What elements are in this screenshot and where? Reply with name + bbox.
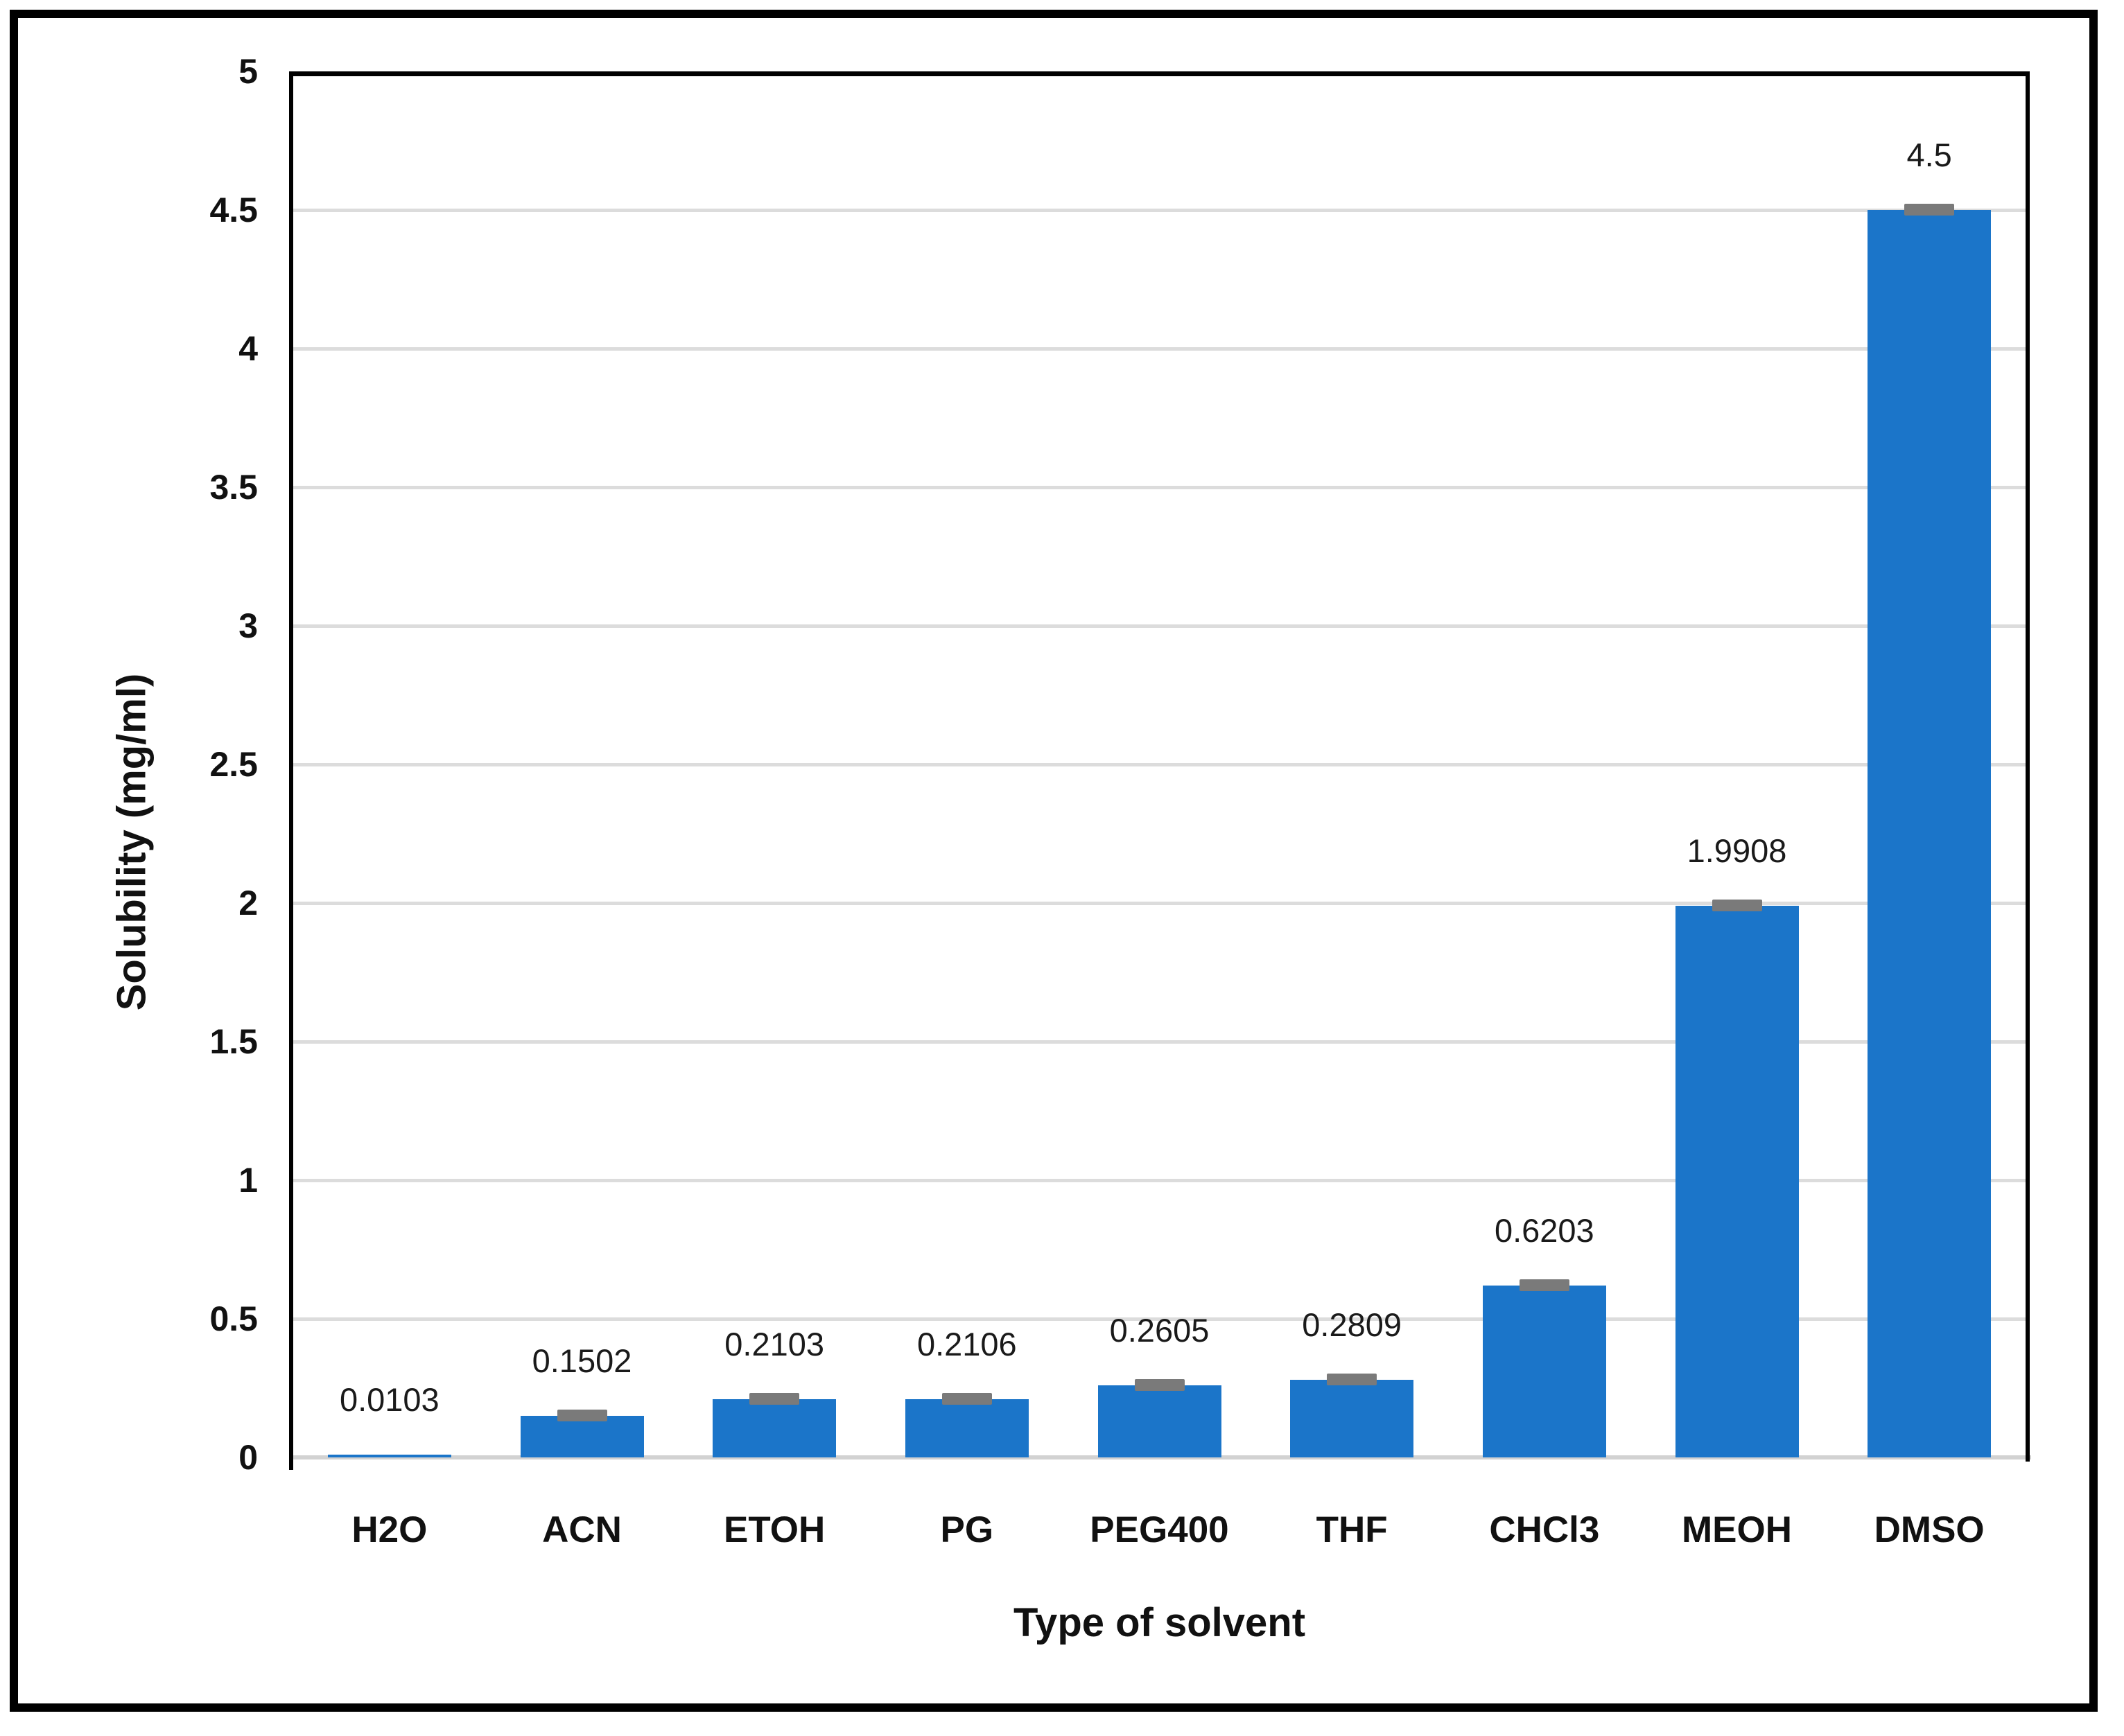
bar-value-label: 4.5 (1906, 137, 1952, 173)
category-label: DMSO (1874, 1509, 1985, 1550)
y-tick-label: 2 (238, 884, 258, 922)
gridline (293, 763, 2026, 766)
bar (1290, 1379, 1414, 1457)
bar (1482, 1285, 1606, 1457)
bar-value-label: 0.0103 (339, 1380, 439, 1418)
bar-value-label: 0.2605 (1109, 1311, 1210, 1349)
gridline (293, 1179, 2026, 1182)
bar-value-label: 1.9908 (1687, 832, 1787, 869)
bar (905, 1399, 1029, 1457)
y-tick-label: 0 (238, 1438, 258, 1477)
error-cap (1327, 1373, 1377, 1385)
bar (1868, 210, 1992, 1457)
category-label: PEG400 (1090, 1509, 1229, 1550)
y-tick-label: 1 (238, 1161, 258, 1200)
y-tick-label: 3 (238, 606, 258, 645)
gridline (293, 1317, 2026, 1321)
bar-value-label: 0.6203 (1494, 1211, 1594, 1249)
plot-border-left (289, 71, 293, 1470)
y-axis-title: Solubility (mg/ml) (109, 673, 155, 1011)
gridline (293, 209, 2026, 212)
category-label: ETOH (724, 1509, 826, 1550)
category-label: H2O (351, 1509, 428, 1550)
plot-border-right (2026, 71, 2030, 1462)
bar-value-label: 0.2809 (1302, 1306, 1402, 1343)
error-cap (1712, 899, 1762, 911)
plot-border-top (289, 71, 2030, 76)
bar (1097, 1385, 1221, 1457)
y-tick-label: 2.5 (209, 745, 258, 784)
category-label: PG (940, 1509, 994, 1550)
error-cap (1904, 204, 1955, 216)
error-cap (557, 1409, 607, 1421)
bar-value-label: 0.1502 (532, 1342, 632, 1379)
category-label: CHCl3 (1489, 1509, 1600, 1550)
bar (713, 1399, 837, 1457)
gridline (293, 1040, 2026, 1044)
gridline (293, 902, 2026, 905)
gridline (293, 624, 2026, 628)
category-label: MEOH (1681, 1509, 1792, 1550)
y-tick-label: 4.5 (209, 191, 258, 229)
error-cap (749, 1392, 800, 1405)
bar (327, 1454, 451, 1457)
error-cap (1519, 1279, 1569, 1291)
bar-value-label: 0.2103 (724, 1325, 825, 1362)
bar-value-label: 0.2106 (916, 1325, 1017, 1362)
error-cap (1134, 1378, 1185, 1391)
gridline (293, 486, 2026, 489)
y-tick-label: 4 (238, 329, 258, 368)
category-label: THF (1316, 1509, 1388, 1550)
x-axis-title: Type of solvent (1013, 1600, 1306, 1645)
y-tick-label: 3.5 (209, 468, 258, 507)
category-label: ACN (542, 1509, 622, 1550)
y-tick-label: 1.5 (209, 1022, 258, 1061)
figure-frame (10, 10, 2098, 1712)
gridline (293, 347, 2026, 351)
error-cap (941, 1392, 992, 1405)
bar (520, 1415, 644, 1457)
bar (1675, 905, 1799, 1457)
y-tick-label: 5 (238, 52, 258, 91)
y-tick-label: 0.5 (209, 1299, 258, 1338)
x-axis-baseline (293, 1455, 2031, 1459)
